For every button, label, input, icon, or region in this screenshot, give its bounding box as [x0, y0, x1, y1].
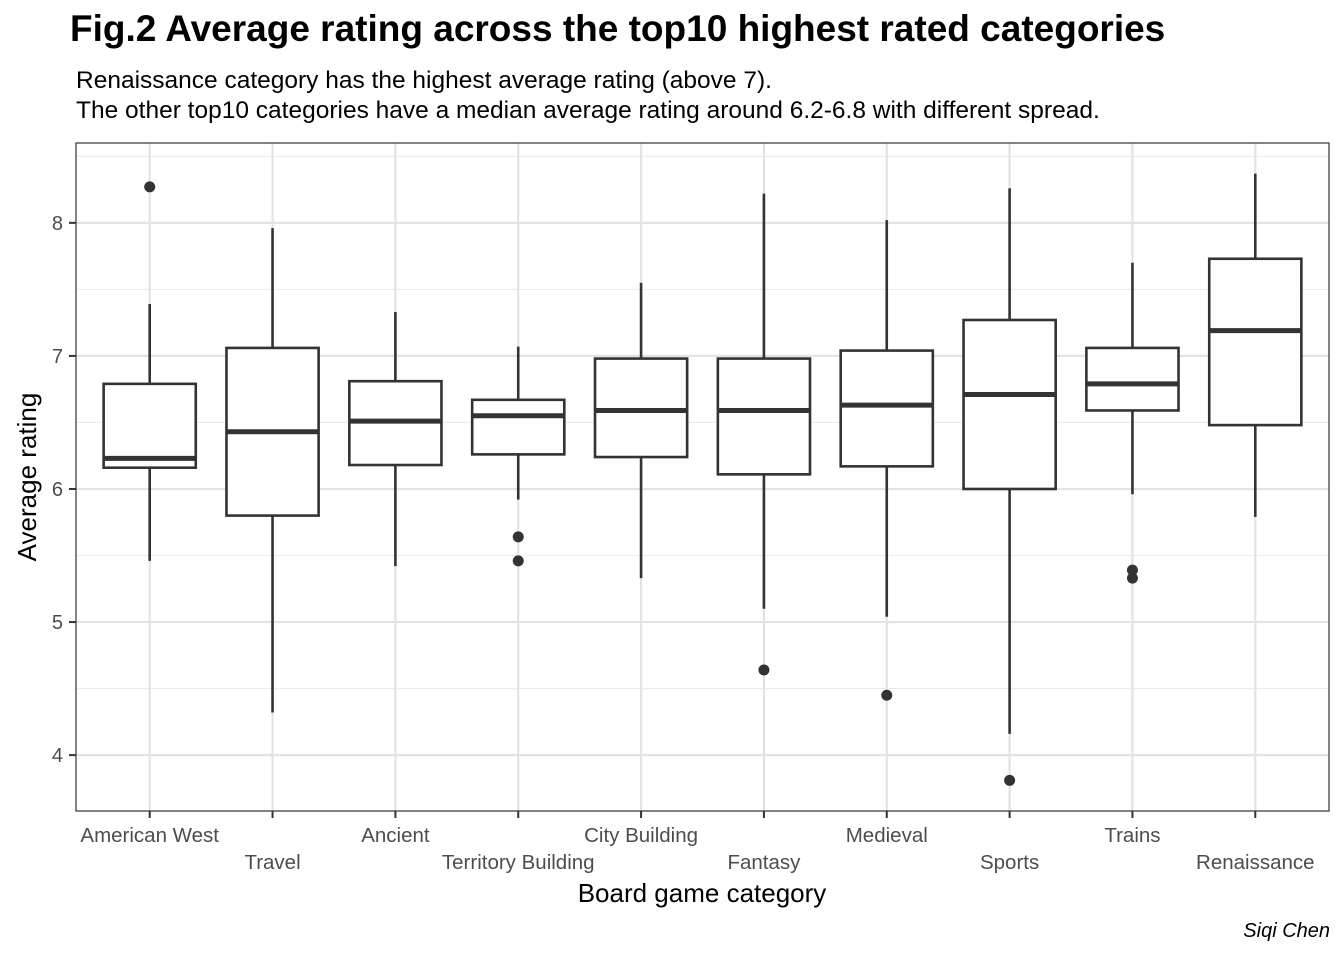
- y-tick-label: 7: [52, 346, 63, 368]
- chart-title: Fig.2 Average rating across the top10 hi…: [70, 8, 1166, 49]
- box-iqr: [102, 382, 198, 469]
- x-tick-label: Medieval: [846, 824, 928, 847]
- x-tick-label: Trains: [1104, 824, 1160, 847]
- box-iqr: [962, 318, 1057, 491]
- outlier-point: [512, 555, 524, 567]
- y-tick-label: 8: [52, 213, 63, 235]
- x-tick-label: City Building: [584, 824, 698, 847]
- x-tick-label: Renaissance: [1196, 851, 1315, 874]
- box-iqr: [1085, 346, 1180, 412]
- box-american-west: [102, 181, 198, 561]
- chart-subtitle: Renaissance category has the highest ave…: [76, 66, 1100, 126]
- x-tick-label: Territory Building: [442, 851, 595, 874]
- y-tick-label: 6: [52, 479, 63, 501]
- box-city-building: [593, 282, 689, 579]
- y-axis: 4 5 6 7 8: [52, 213, 76, 767]
- x-axis: American West Travel Ancient Territory Buil…: [80, 811, 1315, 874]
- box-iqr: [470, 398, 566, 456]
- y-axis-title: Average rating: [12, 393, 42, 562]
- x-tick-label: American West: [80, 824, 219, 847]
- box-renaissance: [1207, 173, 1303, 517]
- outlier-point: [881, 689, 893, 701]
- box-iqr: [593, 357, 689, 459]
- box-territory-building: [470, 346, 566, 567]
- y-tick-label: 4: [52, 745, 63, 767]
- author-caption: Siqi Chen: [1243, 920, 1330, 942]
- box-iqr: [716, 357, 812, 476]
- box-medieval: [839, 220, 935, 701]
- outlier-point: [1126, 572, 1138, 584]
- subtitle-line-2: The other top10 categories have a median…: [76, 97, 1100, 124]
- plot-panel-border: [75, 142, 1330, 812]
- subtitle-line-1: Renaissance category has the highest ave…: [76, 67, 772, 94]
- box-series: [102, 173, 1303, 786]
- x-tick-label: Fantasy: [727, 851, 801, 874]
- outlier-point: [1004, 774, 1016, 786]
- box-fantasy: [716, 193, 812, 676]
- x-tick-label: Travel: [244, 851, 300, 874]
- x-tick-label: Ancient: [361, 824, 430, 847]
- box-trains: [1085, 262, 1180, 584]
- outlier-point: [512, 531, 524, 543]
- box-travel: [225, 228, 320, 713]
- outlier-point: [758, 664, 770, 676]
- box-ancient: [348, 311, 443, 567]
- outlier-point: [1126, 564, 1138, 576]
- x-axis-title: Board game category: [578, 878, 827, 908]
- outlier-point: [144, 181, 156, 193]
- box-iqr: [1207, 257, 1303, 427]
- y-tick-label: 5: [52, 612, 63, 634]
- box-sports: [962, 188, 1057, 786]
- box-iqr: [839, 349, 935, 468]
- x-tick-label: Sports: [980, 851, 1039, 874]
